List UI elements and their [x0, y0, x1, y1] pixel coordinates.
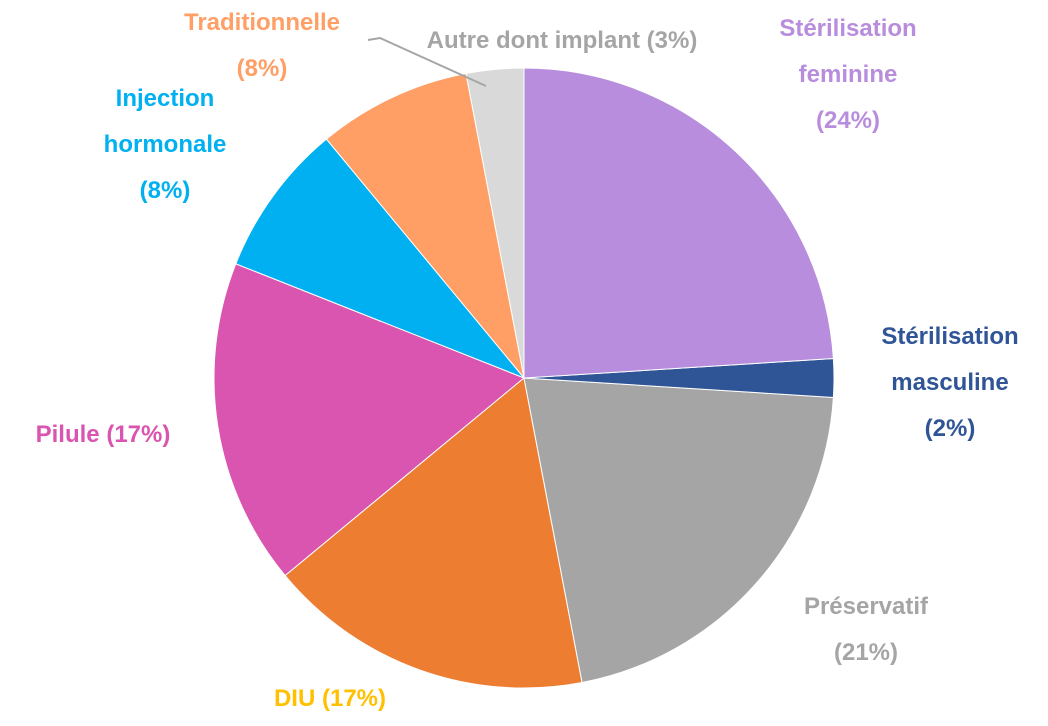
slice-label: DIU (17%) [230, 676, 430, 722]
value-label: (17%) [321, 685, 387, 712]
slice-label: Stérilisation feminine (24%) [768, 6, 928, 144]
pie-slice [523, 67, 834, 379]
category-label: Autre dont implant [426, 27, 640, 54]
category-label: Stérilisation masculine [881, 323, 1019, 396]
value-label: (21%) [833, 639, 899, 666]
slice-label: Stérilisation masculine (2%) [865, 314, 1035, 452]
slice-label: Préservatif (21%) [791, 584, 941, 676]
category-label: Pilule [35, 421, 100, 448]
value-label: (24%) [815, 107, 881, 134]
pie-slice [325, 72, 525, 379]
pie-slice [523, 377, 834, 684]
slice-label: Traditionnelle (8%) [175, 0, 350, 92]
value-label: (8%) [139, 177, 191, 204]
category-label: Traditionnelle [183, 9, 341, 36]
value-label: (2%) [924, 415, 976, 442]
category-label: Injection hormonale [103, 85, 227, 158]
slice-label: Pilule (17%) [0, 412, 213, 458]
pie-slice [213, 263, 525, 577]
value-label: (8%) [236, 55, 288, 82]
value-label: (17%) [106, 421, 171, 448]
value-label: (3%) [646, 27, 698, 54]
category-label: Préservatif [803, 593, 929, 620]
leader-line [367, 36, 487, 87]
slice-label: Injection hormonale (8%) [90, 76, 240, 214]
pie-slice [284, 377, 583, 689]
category-label: DIU [273, 685, 316, 712]
category-label: Stérilisation feminine [779, 15, 917, 88]
slice-label: Autre dont implant (3%) [362, 18, 762, 64]
pie-slice [235, 138, 525, 379]
